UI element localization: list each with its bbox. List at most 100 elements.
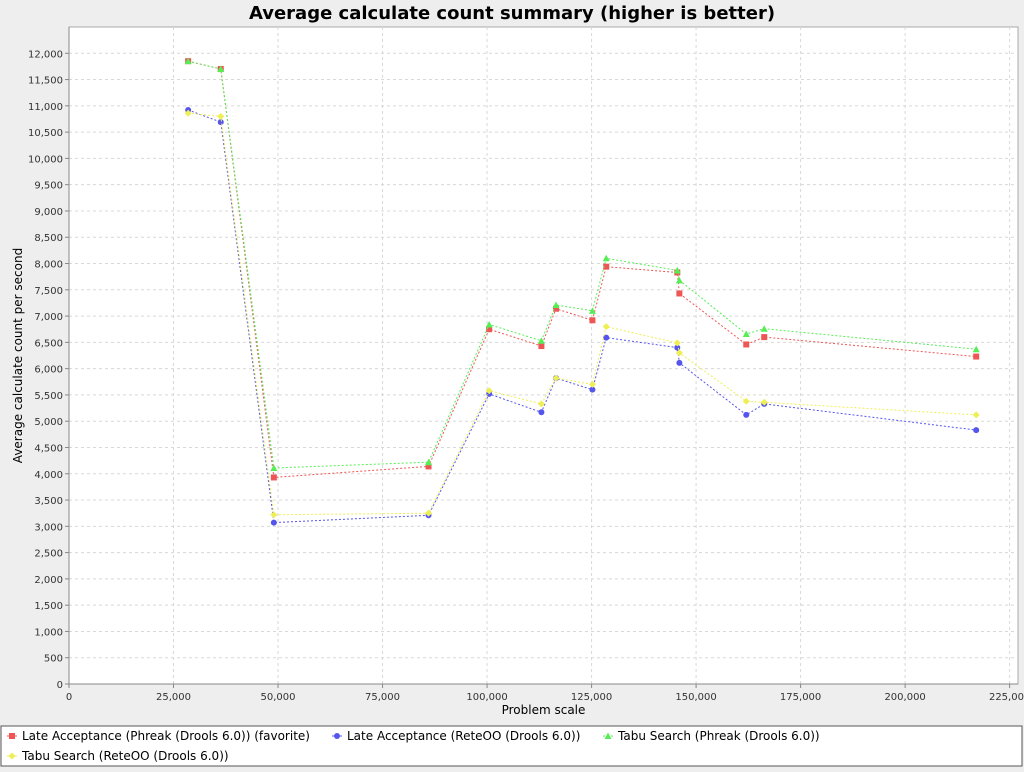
data-point: [602, 254, 610, 262]
series-line: [187, 60, 977, 469]
data-point: [675, 349, 683, 357]
y-tick-label: 4,000: [34, 470, 63, 481]
data-point: [673, 339, 681, 347]
chart-title: Average calculate count summary (higher …: [249, 3, 775, 24]
grid-lines: [68, 27, 1018, 685]
y-tick-label: 9,500: [34, 181, 63, 192]
x-axis-label: Problem scale: [502, 703, 586, 717]
y-tick-label: 6,500: [34, 338, 63, 349]
legend-label: Tabu Search (Phreak (Drools 6.0)): [617, 729, 820, 743]
x-tick-label: 175,000: [780, 692, 821, 703]
data-point: [217, 112, 225, 120]
data-point: [743, 411, 750, 418]
data-point: [673, 266, 681, 274]
x-tick-label: 150,000: [675, 692, 716, 703]
series-line: [188, 112, 977, 516]
y-tick-label: 11,000: [28, 102, 63, 113]
data-point: [589, 317, 596, 324]
legend-label: Late Acceptance (ReteOO (Drools 6.0)): [347, 729, 580, 743]
legend: Late Acceptance (Phreak (Drools 6.0)) (f…: [0, 725, 1023, 767]
y-tick-label: 1,500: [34, 601, 63, 612]
data-point: [485, 320, 493, 328]
y-tick-label: 12,000: [28, 49, 63, 60]
data-point: [217, 65, 225, 73]
legend-label: Tabu Search (ReteOO (Drools 6.0)): [21, 749, 229, 763]
data-point: [270, 511, 278, 519]
legend-swatch-marker: [334, 733, 340, 739]
y-tick-label: 6,000: [34, 365, 63, 376]
y-tick-label: 11,500: [28, 76, 63, 87]
legend-label: Late Acceptance (Phreak (Drools 6.0)) (f…: [22, 729, 310, 743]
data-point: [760, 398, 768, 406]
x-tick-label: 100,000: [466, 692, 507, 703]
y-axis-label: Average calculate count per second: [11, 248, 25, 463]
data-point: [973, 427, 980, 434]
data-point: [760, 325, 768, 332]
y-tick-label: 7,000: [34, 312, 63, 323]
data-point: [270, 464, 278, 471]
data-point: [676, 359, 683, 366]
series-4: [184, 109, 980, 519]
legend-swatch-marker: [604, 732, 612, 739]
y-tick-label: 3,000: [34, 522, 63, 533]
data-point: [485, 387, 493, 395]
data-point: [538, 409, 545, 416]
data-point: [217, 119, 224, 126]
legend-box: [0, 725, 1023, 767]
data-point: [742, 397, 750, 405]
y-tick-label: 4,500: [34, 443, 63, 454]
series-3: [184, 57, 980, 471]
y-tick-label: 1,000: [34, 627, 63, 638]
data-point: [537, 400, 545, 408]
data-point: [538, 343, 545, 350]
y-tick-label: 5,000: [34, 417, 63, 428]
data-point: [761, 334, 768, 341]
data-point: [270, 474, 277, 481]
y-tick-label: 500: [44, 654, 63, 665]
data-point: [425, 458, 433, 466]
y-tick-label: 0: [57, 680, 63, 691]
y-tick-label: 10,500: [28, 128, 63, 139]
data-point: [603, 263, 610, 270]
data-point: [676, 290, 683, 297]
data-point: [486, 326, 493, 333]
legend-swatch-marker: [8, 752, 16, 760]
data-point: [972, 411, 980, 419]
data-point: [589, 386, 596, 393]
data-point: [973, 353, 980, 360]
data-point: [972, 345, 980, 353]
legend-item-1: Late Acceptance (Phreak (Drools 6.0)) (f…: [7, 729, 310, 743]
data-point: [553, 305, 560, 312]
x-tick-label: 75,000: [365, 692, 400, 703]
data-point: [743, 341, 750, 348]
y-tick-label: 10,000: [28, 154, 63, 165]
data-point: [602, 323, 610, 331]
axes: 0 500 1,000 1,500 2,000 2,500 3,000 3,500 4,000 4…: [28, 27, 1024, 703]
data-point: [184, 109, 192, 117]
plot-area: [68, 26, 1019, 685]
legend-item-2: Late Acceptance (ReteOO (Drools 6.0)): [332, 729, 580, 743]
x-tick-label: 125,000: [571, 692, 612, 703]
data-point: [742, 330, 750, 337]
data-point: [425, 509, 433, 517]
y-tick-label: 5,500: [34, 391, 63, 402]
y-tick-label: 7,500: [34, 286, 63, 297]
legend-swatch-marker: [9, 733, 15, 739]
y-tick-label: 2,000: [34, 575, 63, 586]
y-tick-label: 2,500: [34, 549, 63, 560]
x-tick-label: 50,000: [261, 692, 296, 703]
series-line: [187, 60, 977, 478]
data-point: [603, 334, 610, 341]
x-tick-label: 225,000: [989, 692, 1024, 703]
data-point: [675, 276, 683, 284]
x-tick-label: 200,000: [884, 692, 925, 703]
data-point: [537, 337, 545, 344]
data-point: [270, 519, 277, 526]
y-tick-label: 9,000: [34, 207, 63, 218]
y-tick-label: 8,000: [34, 260, 63, 271]
series-layer: [184, 57, 980, 526]
y-tick-label: 8,500: [34, 233, 63, 244]
legend-item-3: Tabu Search (Phreak (Drools 6.0)): [603, 729, 820, 743]
